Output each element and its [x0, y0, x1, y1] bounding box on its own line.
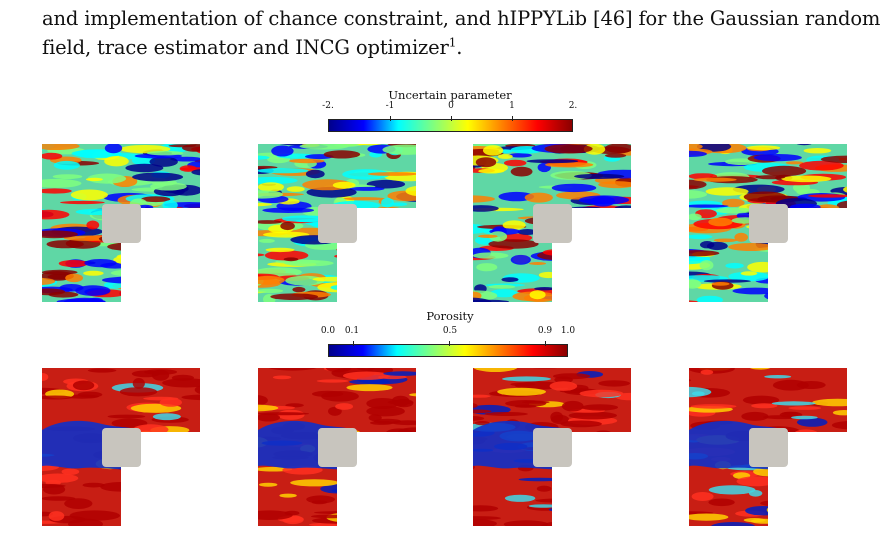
paragraph-text: and implementation of chance constraint,… — [42, 4, 882, 62]
obstacle-square — [533, 428, 572, 467]
uncertain-field-panel-2 — [258, 144, 416, 302]
obstacle-square — [102, 428, 141, 467]
colorbar-top-tick: -2. — [322, 101, 334, 111]
obstacle-square — [318, 428, 357, 467]
footnote-marker: 1 — [448, 35, 457, 50]
obstacle-square — [749, 428, 788, 467]
colorbar-bottom — [328, 341, 568, 357]
colorbar-bottom-tick: 0.1 — [344, 326, 360, 336]
uncertain-field-panel-3 — [473, 144, 631, 302]
colorbar-top-title: Uncertain parameter — [388, 88, 512, 102]
porosity-panel-4 — [689, 368, 847, 526]
colorbar-bottom-tick: 0.0 — [320, 326, 336, 336]
text-line-1: and implementation of chance constraint,… — [42, 7, 881, 30]
colorbar-bottom-tick: 0.9 — [537, 326, 553, 336]
text-line-2: field, trace estimator and INCG optimize… — [42, 36, 449, 59]
porosity-panel-1 — [42, 368, 200, 526]
colorbar-top-tick: 2. — [568, 101, 578, 111]
obstacle-square — [533, 204, 572, 243]
colorbar-top-tick: -1 — [385, 101, 395, 111]
colorbar-bottom-tick: 1.0 — [560, 326, 576, 336]
colorbar-top-tick: 0 — [448, 101, 454, 111]
porosity-panel-3 — [473, 368, 631, 526]
uncertain-field-panel-4 — [689, 144, 847, 302]
porosity-panel-2 — [258, 368, 416, 526]
colorbar-top-tick: 1 — [509, 101, 515, 111]
colorbar-bottom-title: Porosity — [426, 309, 474, 323]
obstacle-square — [102, 204, 141, 243]
colorbar-bottom-tick: 0.5 — [442, 326, 458, 336]
uncertain-field-panel-1 — [42, 144, 200, 302]
colorbar-top — [328, 116, 573, 132]
obstacle-square — [749, 204, 788, 243]
text-line-2-end: . — [456, 36, 463, 59]
obstacle-square — [318, 204, 357, 243]
